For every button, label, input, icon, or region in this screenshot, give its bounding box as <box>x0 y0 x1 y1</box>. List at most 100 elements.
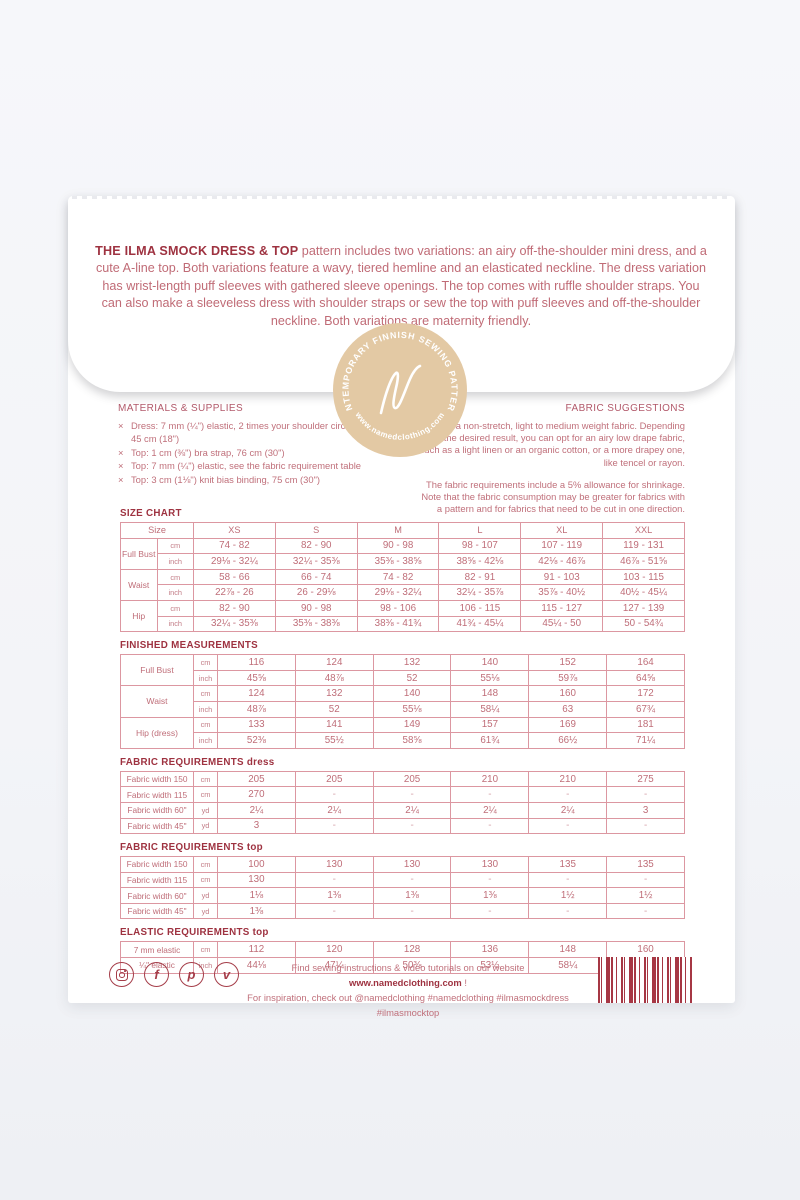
unit-label: cm <box>156 599 194 617</box>
table-cell: 46⅞ - 51⅝ <box>602 553 685 570</box>
unit-label: inch <box>193 732 218 749</box>
size-col-header: XL <box>520 522 604 539</box>
table-cell: 47¼ <box>294 957 374 974</box>
fabric-requirements-dress-title: FABRIC REQUIREMENTS dress <box>120 756 275 768</box>
unit-label: inch <box>156 615 194 633</box>
finished-measurements-table: Full Bust cm 116 124 132 140 152 164 inch 45⅝ 48⅞ 5… <box>120 654 685 749</box>
unit-label: cm <box>156 537 194 555</box>
table-cell: 38⅜ - 41¾ <box>356 615 440 633</box>
table-cell: - <box>294 786 374 803</box>
table-cell: 160 <box>606 941 685 959</box>
unit-label: inch <box>156 584 194 601</box>
table-cell: 181 <box>606 716 685 734</box>
table-cell: 40½ - 45¼ <box>602 584 685 601</box>
table-cell: 130 <box>294 856 374 873</box>
table-cell: - <box>606 871 685 889</box>
table-cell: 90 - 98 <box>356 537 440 555</box>
table-cell: 82 - 90 <box>274 537 358 555</box>
table-row: inch 52⅜ 55½ 58⅝ 61¾ 66½ 71¼ <box>121 732 685 749</box>
table-cell: 135 <box>528 856 608 873</box>
table-cell: 29⅛ - 32¼ <box>193 553 276 570</box>
table-cell: 64⅝ <box>606 669 685 687</box>
table-row: inch 29⅛ - 32¼ 32¼ - 35⅜ 35⅜ - 38⅝ 38⅝ - 42⅛… <box>121 553 685 570</box>
barcode <box>598 957 692 1003</box>
materials-section: MATERIALS & SUPPLIES × Dress: 7 mm (¼") e… <box>118 403 398 488</box>
table-cell: 130 <box>217 871 296 889</box>
table-cell: 124 <box>217 685 296 702</box>
table-cell: 98 - 107 <box>438 537 522 555</box>
table-row: Hip (dress) cm 133 141 149 157 169 181 <box>120 716 685 749</box>
table-cell: 135 <box>606 856 685 873</box>
table-cell: 148 <box>528 941 608 959</box>
table-cell: 164 <box>606 654 685 671</box>
pattern-envelope-back: THE ILMA SMOCK DRESS & TOP pattern inclu… <box>68 196 735 1018</box>
table-cell: 172 <box>606 685 685 702</box>
row-label: Full Bust <box>120 537 158 570</box>
row-label: Fabric width 150 <box>120 856 194 873</box>
table-cell: 48⅞ <box>217 700 296 718</box>
table-cell: 270 <box>217 786 296 803</box>
x-bullet-icon: × <box>118 420 124 431</box>
materials-item-text: Top: 7 mm (¼") elastic, see the fabric r… <box>131 460 361 472</box>
table-row: Fabric width 115 cm 130- - - - - <box>120 871 685 889</box>
fabric-suggestions-heading: FABRIC SUGGESTIONS <box>565 403 685 414</box>
unit-label: cm <box>193 770 218 788</box>
table-cell: 58⅝ <box>372 732 452 749</box>
size-col-header: XS <box>193 522 276 539</box>
unit-label: yd <box>193 801 218 819</box>
row-label: Waist <box>120 568 158 601</box>
unit-label: cm <box>193 941 218 959</box>
table-row: Full Bust cm 116 124 132 140 152 164 <box>120 654 685 687</box>
table-cell: - <box>372 817 452 835</box>
table-cell: 100 <box>217 856 296 873</box>
table-cell: 119 - 131 <box>602 537 685 555</box>
unit-label: inch <box>193 700 218 718</box>
table-cell: 3 <box>217 817 296 835</box>
fabric-suggestions-paragraph: Choose a non-stretch, light to medium we… <box>419 420 685 468</box>
table-cell: 55⅛ <box>450 669 530 687</box>
table-cell: 38⅝ - 42⅛ <box>438 553 522 570</box>
table-cell: 103 - 115 <box>602 568 685 586</box>
pinterest-glyph: p <box>187 967 196 982</box>
row-label: Fabric width 115 <box>120 871 194 889</box>
table-cell: - <box>450 902 530 920</box>
table-cell: - <box>528 786 608 803</box>
table-row: inch 48⅞ 52 55⅛ 58¼ 63 67¾ <box>121 700 685 718</box>
row-label: 7 mm elastic <box>120 941 194 959</box>
size-col-header: L <box>438 522 522 539</box>
table-cell: 35⅜ - 38⅜ <box>274 615 358 633</box>
row-label: Fabric width 115 <box>120 786 194 803</box>
fabric-requirements-top-title: FABRIC REQUIREMENTS top <box>120 842 263 854</box>
table-row: 7 mm elastic cm 112 120 128 136 148 160 <box>120 941 685 959</box>
table-cell: 157 <box>450 716 530 734</box>
table-cell: 42⅛ - 46⅞ <box>520 553 604 570</box>
table-cell: 2¼ <box>528 801 608 819</box>
n-monogram-icon <box>379 364 422 415</box>
size-col-header: XXL <box>602 522 685 539</box>
table-cell: 67¾ <box>606 700 685 718</box>
table-cell: 82 - 91 <box>438 568 522 586</box>
facebook-glyph: f <box>154 967 159 982</box>
materials-item-text: Dress: 7 mm (¼") elastic, 2 times your s… <box>131 420 398 444</box>
table-cell: 141 <box>294 716 374 734</box>
table-cell: 74 - 82 <box>193 537 276 555</box>
table-row: inch 32¼ - 35⅜ 35⅜ - 38⅜ 38⅜ - 41¾ 41¾ - 45¼… <box>121 615 685 633</box>
footer-website: www.namedclothing.com <box>349 977 462 988</box>
table-cell: 130 <box>372 856 452 873</box>
x-bullet-icon: × <box>118 460 124 472</box>
table-row: inch 45⅝ 48⅞ 52 55⅛ 59⅞ 64⅝ <box>121 669 685 687</box>
materials-item: × Dress: 7 mm (¼") elastic, 2 times your … <box>118 420 398 446</box>
table-cell: 1½ <box>528 887 608 904</box>
table-row: Fabric width 150 cm 100 130 130 130 135 135 <box>120 856 685 873</box>
pinterest-icon: p <box>179 962 204 987</box>
table-cell: 52⅜ <box>217 732 296 749</box>
x-bullet-icon: × <box>118 474 124 486</box>
table-cell: 55⅛ <box>372 700 452 718</box>
materials-item-text: Top: 1 cm (⅜") bra strap, 76 cm (30") <box>131 446 285 458</box>
fabric-suggestions-paragraph: The fabric requirements include a 5% all… <box>421 478 685 515</box>
table-cell: 210 <box>450 770 530 788</box>
table-cell: 106 - 115 <box>438 599 522 617</box>
materials-list: × Dress: 7 mm (¼") elastic, 2 times your … <box>118 420 398 487</box>
vimeo-glyph: v <box>222 967 231 982</box>
row-label: Fabric width 45" <box>120 817 194 835</box>
